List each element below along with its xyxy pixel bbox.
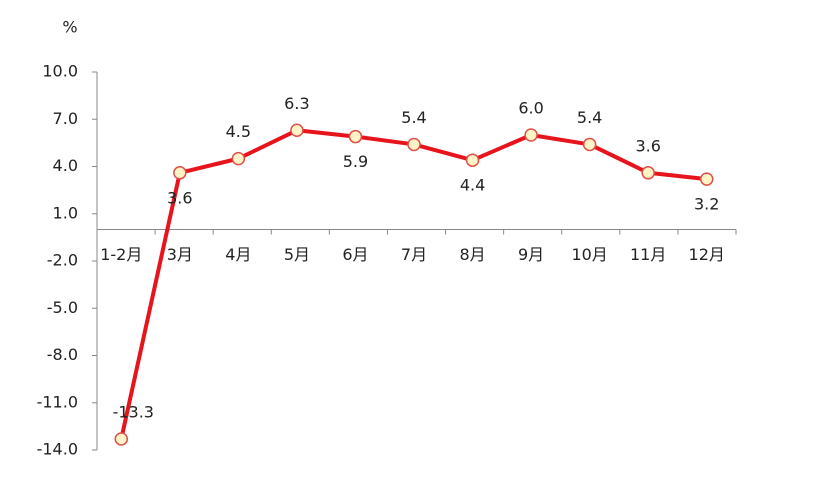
y-axis-label: % (62, 18, 77, 37)
data-point (231, 151, 246, 166)
data-label: -13.3 (113, 402, 154, 421)
data-point (348, 129, 363, 144)
y-tick-label: -14.0 (37, 440, 78, 459)
y-tick-label: 4.0 (53, 156, 78, 175)
data-point (173, 166, 187, 180)
data-point (407, 137, 421, 152)
y-tick-label: -5.0 (47, 298, 78, 317)
data-label: 4.5 (226, 122, 251, 141)
data-point (524, 128, 538, 142)
data-point (641, 166, 655, 180)
data-label: 6.3 (284, 94, 309, 113)
x-tick-label: 9月 (518, 245, 544, 264)
data-label: 6.0 (518, 99, 543, 118)
data-point (114, 432, 129, 446)
x-tick-label: 8月 (459, 245, 485, 264)
data-label: 4.4 (460, 176, 485, 195)
data-point (290, 123, 304, 138)
data-label: 3.6 (167, 188, 192, 207)
data-label: 5.4 (401, 108, 426, 127)
x-tick-label: 5月 (284, 245, 310, 264)
y-tick-label: -2.0 (47, 251, 78, 270)
x-tick-label: 1-2月 (100, 245, 142, 264)
y-tick-label: 7.0 (53, 109, 78, 128)
data-point (582, 137, 597, 152)
data-label: 3.2 (694, 195, 719, 214)
data-line (119, 128, 707, 440)
data-label: 3.6 (635, 136, 660, 155)
x-tick-label: 12月 (689, 245, 725, 264)
x-tick-label: 4月 (225, 245, 251, 264)
data-label: 5.4 (577, 108, 602, 127)
data-point (699, 172, 714, 186)
y-tick-label: 1.0 (53, 203, 78, 222)
data-label: 5.9 (343, 152, 368, 171)
x-tick-label: 6月 (342, 245, 368, 264)
data-point (465, 153, 480, 167)
x-tick-label: 3月 (167, 245, 193, 264)
y-tick-label: -11.0 (37, 392, 78, 411)
y-tick-label: -8.0 (47, 345, 78, 364)
x-tick-label: 7月 (401, 245, 427, 264)
x-tick-label: 10月 (571, 245, 607, 264)
x-tick-label: 11月 (630, 245, 666, 264)
y-tick-label: 10.0 (42, 62, 78, 81)
